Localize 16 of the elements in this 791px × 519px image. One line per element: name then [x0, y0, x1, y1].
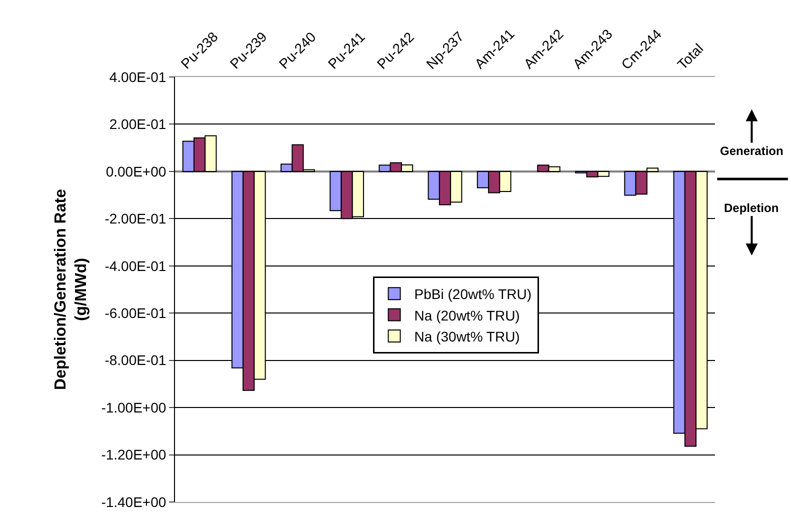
- legend-label: Na (20wt% TRU): [414, 307, 520, 324]
- y-tick-label: 2.00E-01: [109, 116, 166, 132]
- y-tick-label: 0.00E+00: [106, 163, 166, 180]
- y-tick-label: -6.00E-01: [104, 305, 166, 322]
- text: Generation: [720, 144, 784, 158]
- legend-label: PbBi (20wt% TRU): [414, 286, 532, 302]
- y-tick-label: -1.20E+00: [101, 446, 166, 463]
- y-tick-label: -4.00E-01: [104, 258, 166, 274]
- y-tick-label: 4.00E-01: [109, 68, 166, 85]
- y-axis-title: Depletion/Generation Rate (g/MWd): [52, 188, 90, 390]
- legend-label: Na (30wt% TRU): [414, 328, 520, 344]
- y-tick-label: -1.40E+00: [101, 494, 166, 510]
- y-tick-label: -2.00E-01: [104, 210, 166, 227]
- y-tick-label: -8.00E-01: [104, 352, 166, 368]
- y-tick-label: -1.00E+00: [101, 399, 166, 416]
- text: Depletion: [724, 201, 779, 215]
